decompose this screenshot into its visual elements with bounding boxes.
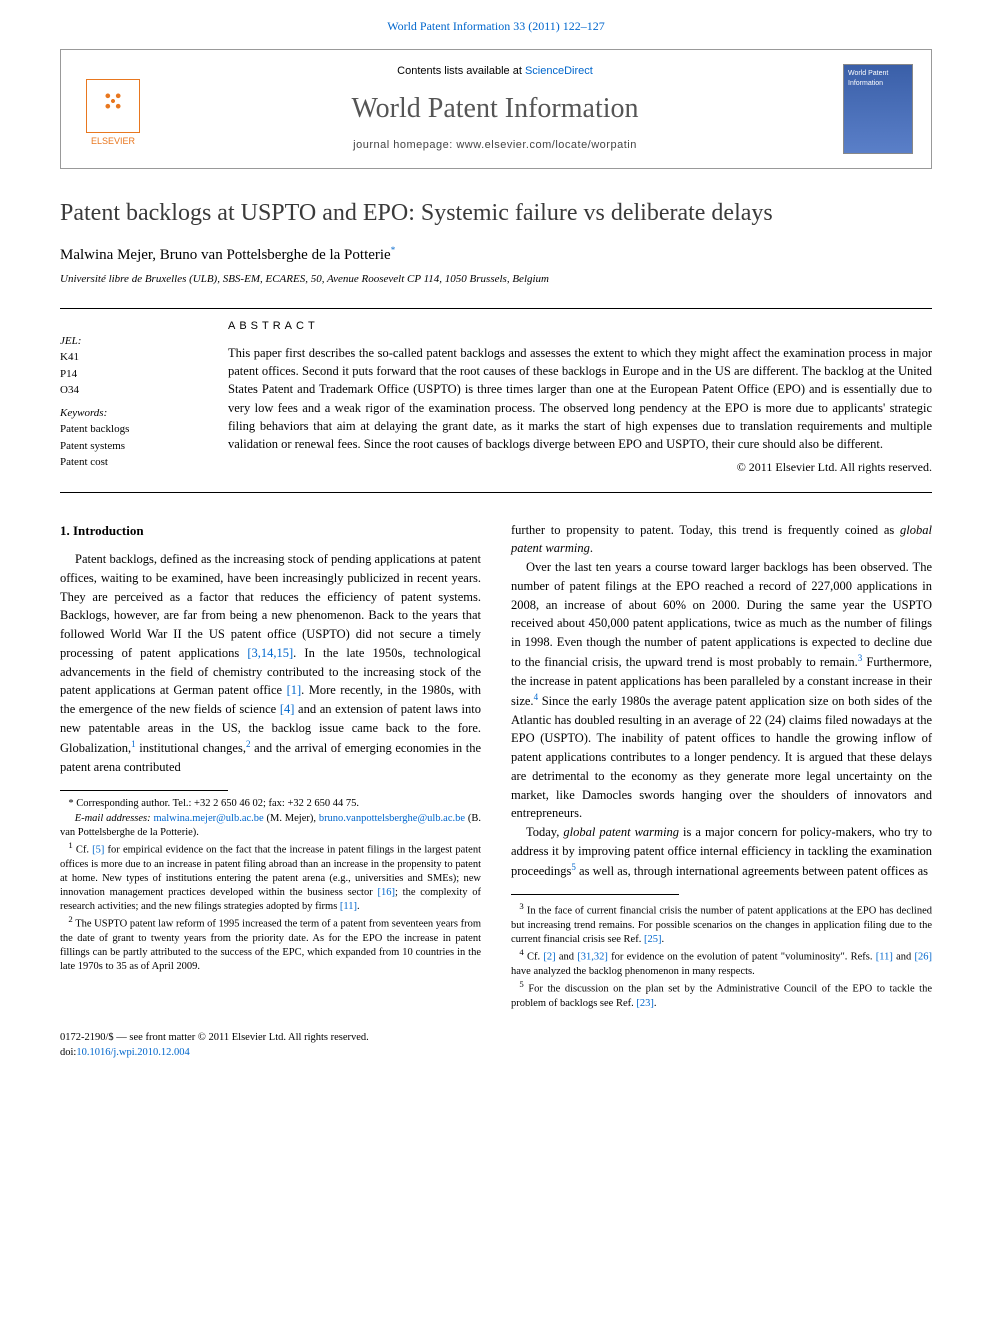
body-paragraph: Today, global patent warming is a major …: [511, 823, 932, 880]
text: Today,: [526, 825, 563, 839]
text: For the discussion on the plan set by th…: [511, 984, 932, 1009]
footnote-3: 3 In the face of current financial crisi…: [511, 901, 932, 947]
footnote-2: 2 The USPTO patent law reform of 1995 in…: [60, 914, 481, 974]
section-heading: 1. Introduction: [60, 521, 481, 541]
authors: Malwina Mejer, Bruno van Pottelsberghe d…: [60, 244, 932, 266]
ref-link[interactable]: [16]: [377, 887, 395, 898]
jel-code: P14: [60, 366, 200, 383]
text: have analyzed the backlog phenomenon in …: [511, 966, 755, 977]
elsevier-tree-icon: [86, 79, 140, 133]
ref-link[interactable]: [11]: [340, 901, 357, 912]
cover-text: World Patent Information: [848, 70, 888, 87]
ref-link[interactable]: [3,14,15]: [247, 646, 293, 660]
rule-bottom: [60, 492, 932, 493]
abstract-text: This paper first describes the so-called…: [228, 344, 932, 453]
text: Patent backlogs, defined as the increasi…: [60, 552, 481, 660]
text: and: [893, 952, 915, 963]
footnote-4: 4 Cf. [2] and [31,32] for evidence on th…: [511, 947, 932, 979]
page-footer: 0172-2190/$ — see front matter © 2011 El…: [60, 1031, 932, 1060]
footnote-5: 5 For the discussion on the plan set by …: [511, 979, 932, 1011]
author-names: Malwina Mejer, Bruno van Pottelsberghe d…: [60, 247, 391, 263]
homepage-url[interactable]: www.elsevier.com/locate/worpatin: [456, 139, 636, 151]
footnote-1: 1 Cf. [5] for empirical evidence on the …: [60, 840, 481, 914]
text: .: [654, 998, 657, 1009]
body-columns: 1. Introduction Patent backlogs, defined…: [60, 521, 932, 1011]
text: institutional changes,: [136, 741, 246, 755]
email-link[interactable]: bruno.vanpottelsberghe@ulb.ac.be: [319, 813, 465, 824]
journal-header-box: ELSEVIER Contents lists available at Sci…: [60, 49, 932, 169]
article-info: JEL: K41 P14 O34 Keywords: Patent backlo…: [60, 319, 200, 476]
jel-code: K41: [60, 349, 200, 366]
keyword: Patent cost: [60, 454, 200, 471]
citation-header: World Patent Information 33 (2011) 122–1…: [0, 0, 992, 49]
email-link[interactable]: malwina.mejer@ulb.ac.be: [153, 813, 263, 824]
text-italic: global patent warming: [563, 825, 679, 839]
left-column: 1. Introduction Patent backlogs, defined…: [60, 521, 481, 1011]
homepage-line: journal homepage: www.elsevier.com/locat…: [147, 138, 843, 153]
keyword: Patent backlogs: [60, 421, 200, 438]
text: .: [590, 541, 593, 555]
sciencedirect-link[interactable]: ScienceDirect: [525, 65, 593, 77]
abstract-column: ABSTRACT This paper first describes the …: [228, 319, 932, 476]
ref-link[interactable]: [25]: [644, 934, 662, 945]
front-matter-line: 0172-2190/$ — see front matter © 2011 El…: [60, 1031, 932, 1046]
ref-link[interactable]: [5]: [92, 844, 104, 855]
text: Cf.: [527, 952, 543, 963]
ref-link[interactable]: [4]: [280, 702, 295, 716]
ref-link[interactable]: [1]: [287, 683, 302, 697]
text: for evidence on the evolution of patent …: [608, 952, 876, 963]
right-column: further to propensity to patent. Today, …: [511, 521, 932, 1011]
email-footnote: E-mail addresses: malwina.mejer@ulb.ac.b…: [60, 812, 481, 840]
corresponding-author-footnote: * Corresponding author. Tel.: +32 2 650 …: [60, 797, 481, 811]
footnote-separator: [511, 894, 679, 895]
meta-abstract-row: JEL: K41 P14 O34 Keywords: Patent backlo…: [60, 319, 932, 492]
text: In the face of current financial crisis …: [511, 906, 932, 945]
rule-top: [60, 308, 932, 309]
keywords-label: Keywords:: [60, 405, 200, 422]
doi-prefix: doi:: [60, 1047, 76, 1058]
text: (M. Mejer),: [264, 813, 319, 824]
ref-link[interactable]: [23]: [636, 998, 654, 1009]
ref-link[interactable]: [2]: [543, 952, 555, 963]
homepage-pre: journal homepage:: [353, 139, 456, 151]
email-label: E-mail addresses:: [75, 813, 154, 824]
body-paragraph: Over the last ten years a course toward …: [511, 558, 932, 823]
body-paragraph: further to propensity to patent. Today, …: [511, 521, 932, 559]
journal-cover-thumb: World Patent Information: [843, 64, 913, 154]
jel-code: O34: [60, 382, 200, 399]
text: as well as, through international agreem…: [576, 864, 928, 878]
journal-name: World Patent Information: [147, 89, 843, 128]
affiliation: Université libre de Bruxelles (ULB), SBS…: [60, 272, 932, 287]
article-title: Patent backlogs at USPTO and EPO: System…: [60, 197, 932, 231]
contents-line: Contents lists available at ScienceDirec…: [147, 64, 843, 79]
text: and: [556, 952, 578, 963]
footnote-separator: [60, 790, 228, 791]
abstract-copyright: © 2011 Elsevier Ltd. All rights reserved…: [228, 459, 932, 476]
ref-link[interactable]: [31,32]: [577, 952, 608, 963]
elsevier-label: ELSEVIER: [91, 135, 135, 148]
corresponding-marker[interactable]: *: [391, 245, 396, 255]
jel-label: JEL:: [60, 333, 200, 350]
doi-link[interactable]: 10.1016/j.wpi.2010.12.004: [76, 1047, 189, 1058]
doi-line: doi:10.1016/j.wpi.2010.12.004: [60, 1046, 932, 1061]
text: .: [661, 934, 664, 945]
text: Over the last ten years a course toward …: [511, 560, 932, 669]
elsevier-logo: ELSEVIER: [79, 70, 147, 148]
body-paragraph: Patent backlogs, defined as the increasi…: [60, 550, 481, 776]
text: further to propensity to patent. Today, …: [511, 523, 900, 537]
abstract-heading: ABSTRACT: [228, 319, 932, 334]
text: Since the early 1980s the average patent…: [511, 694, 932, 821]
ref-link[interactable]: [11]: [876, 952, 893, 963]
header-center: Contents lists available at ScienceDirec…: [147, 64, 843, 154]
ref-link[interactable]: [26]: [915, 952, 933, 963]
text: .: [357, 901, 360, 912]
contents-pre: Contents lists available at: [397, 65, 525, 77]
keyword: Patent systems: [60, 438, 200, 455]
citation-link[interactable]: World Patent Information 33 (2011) 122–1…: [387, 19, 605, 33]
text: Cf.: [76, 844, 92, 855]
text: The USPTO patent law reform of 1995 incr…: [60, 919, 481, 973]
